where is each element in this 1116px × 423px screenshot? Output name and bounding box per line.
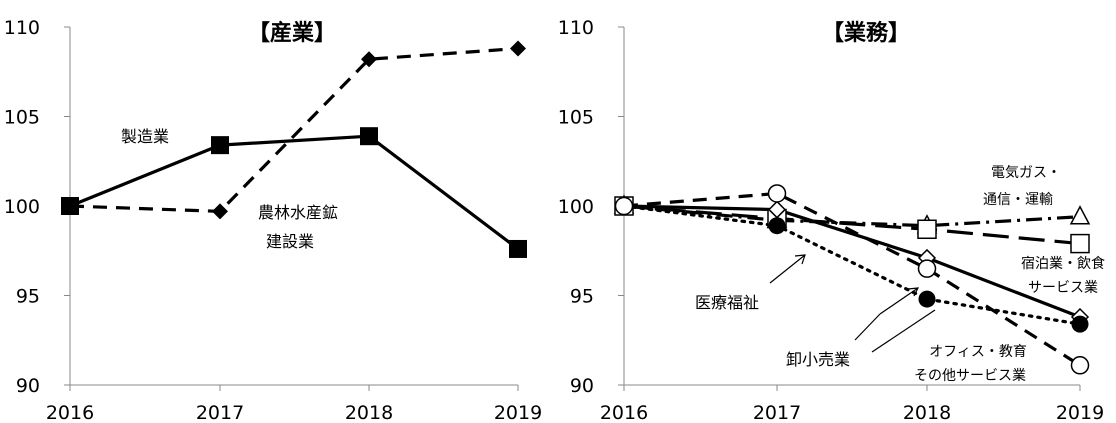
label-retail: 卸小売業	[786, 350, 850, 369]
left-x-tick-label: 2016	[46, 402, 94, 423]
label-utilities-line2: 通信・運輸	[983, 192, 1053, 208]
right-x-tick-label: 2016	[600, 402, 648, 423]
right-y-tick-label: 95	[570, 286, 594, 308]
left-y-tick-label: 90	[16, 375, 40, 397]
left-series-0-point	[509, 239, 527, 258]
label-office-line1: オフィス・教育	[929, 344, 1027, 360]
right-series-4-line	[623, 191, 1081, 367]
label-hotel-line1: 宿泊業・飲食	[1021, 255, 1105, 272]
right-x-tick-label: 2018	[903, 402, 951, 423]
left-chart-title: 【産業】	[248, 20, 336, 46]
label-medical: 医療福祉	[695, 293, 759, 312]
left-series-1-point	[212, 203, 228, 220]
right-series-0-point	[1069, 205, 1091, 225]
right-chart-title: 【業務】	[822, 20, 910, 46]
right-plot: 90 95 100 105 110 2016 2017 2018 2019	[558, 17, 1104, 423]
left-y-tick-label: 100	[4, 196, 40, 218]
right-y-tick-label: 100	[558, 196, 594, 218]
left-y-tick-label: 105	[4, 107, 40, 129]
right-series-1-line	[623, 204, 1081, 246]
right-series-3-line	[622, 204, 1082, 326]
right-series-1-point	[1070, 233, 1090, 254]
left-x-tick-label: 2018	[345, 402, 393, 423]
left-series-0-point	[211, 136, 229, 155]
left-series-0-line	[69, 134, 519, 251]
right-y-tick-label: 110	[558, 17, 594, 39]
annotation-arrows	[769, 254, 936, 353]
arrow-retail-2	[879, 287, 919, 315]
arrow-medical	[769, 254, 806, 284]
left-series-0-point	[360, 127, 378, 146]
right-y-tick-label: 90	[570, 375, 594, 397]
arrow-retail	[854, 313, 881, 341]
label-agri-line1: 農林水産鉱	[258, 203, 338, 222]
arrow-retail-to-point	[871, 309, 936, 353]
right-series-4-point	[917, 259, 937, 278]
left-x-tick-label: 2019	[494, 402, 542, 423]
right-series-4-point	[767, 184, 787, 203]
right-x-tick-label: 2019	[1056, 402, 1104, 423]
label-manufacturing: 製造業	[121, 127, 169, 146]
left-series-1-line	[69, 46, 519, 213]
left-y-tick-label: 95	[16, 286, 40, 308]
right-series-3-point	[768, 217, 786, 235]
left-series-1-point	[361, 51, 377, 68]
right-series-4-point	[614, 196, 634, 216]
left-series-1-point	[510, 40, 526, 57]
label-hotel-line2: サービス業	[1028, 280, 1098, 296]
label-utilities-line1: 電気ガス・	[991, 165, 1061, 181]
right-series-3-point	[918, 290, 936, 308]
label-agri-line2: 建設業	[266, 232, 314, 251]
left-series-1-point	[62, 198, 78, 214]
right-series-3-point	[1071, 315, 1089, 333]
left-x-tick-label: 2017	[196, 402, 244, 423]
right-y-tick-label: 105	[558, 107, 594, 129]
right-series-4-point	[1070, 356, 1090, 375]
right-series-1-point	[917, 219, 937, 240]
arrowhead-medical	[794, 254, 806, 265]
right-series-2-line	[623, 204, 1081, 319]
label-office-line2: その他サービス業	[914, 368, 1026, 384]
left-plot: 90 95 100 105 110 2016 2017 2018 2019	[4, 17, 542, 423]
left-y-tick-label: 110	[4, 17, 40, 39]
right-x-tick-label: 2017	[753, 402, 801, 423]
